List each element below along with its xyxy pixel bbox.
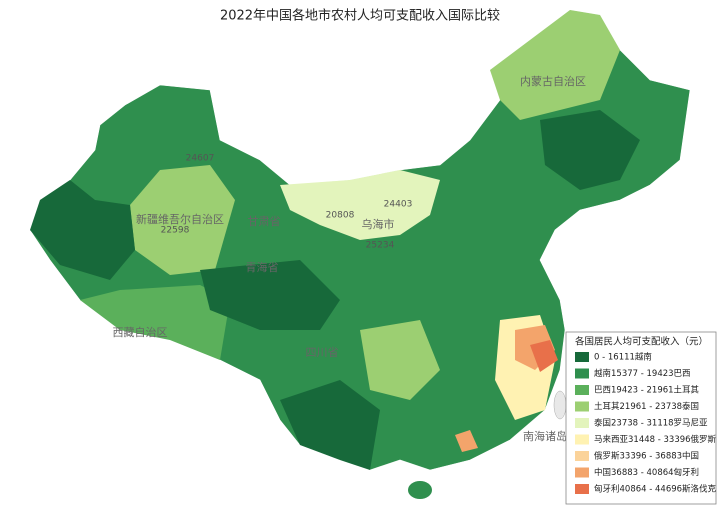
region-label: 22598 [161,226,190,236]
legend-label: 匈牙利40864 - 44696斯洛伐克 [594,484,717,495]
region-label: 甘肃省 [248,215,281,228]
legend-swatch [575,352,589,362]
region-shape [455,430,478,452]
legend-label: 巴西19423 - 21961土耳其 [594,385,700,396]
region-shape [530,340,558,372]
region-shape [490,10,620,120]
region-label: 24607 [186,154,215,164]
region-label: 四川省 [306,346,339,359]
region-shape [360,320,440,400]
legend-label: 0 - 16111越南 [594,352,652,363]
region-label: 乌海市 [362,217,395,231]
region-label: 24403 [384,200,413,210]
region-label: 内蒙古自治区 [520,74,586,88]
legend-label: 俄罗斯33396 - 36883中国 [594,451,699,462]
legend-swatch [575,368,589,379]
region-label: 南海诸岛 [523,429,567,443]
map-shapes [29,9,691,499]
legend-swatch [575,467,589,478]
legend-label: 中国36883 - 40864匈牙利 [594,467,699,478]
region-label: 新疆维吾尔自治区 [136,212,224,226]
region-shape [540,110,640,190]
region-shape [200,260,340,330]
legend-swatch [575,401,589,412]
region-shape [30,180,135,280]
region-shape [280,380,380,470]
region-shape [280,170,440,240]
title: 2022年中国各地市农村人均可支配收入国际比较 [220,8,500,24]
legend-swatch [575,418,589,428]
legend-swatch [575,484,589,494]
legend-swatch [575,451,589,461]
legend-label: 泰国23738 - 31118罗马尼亚 [594,418,708,429]
region-label: 青海省 [246,260,279,274]
region-shape [130,165,235,275]
legend-title: 各国居民人均可支配收入（元） [575,336,708,348]
taiwan [553,390,567,420]
legend-swatch [575,385,589,395]
legend-label: 越南15377 - 19423巴西 [594,368,691,379]
legend-swatch [575,434,589,445]
legend-box [565,331,717,505]
region-label: 20808 [326,211,355,221]
region-shape [80,285,230,360]
legend-label: 马来西亚31448 - 33396俄罗斯 [594,434,717,445]
region-label: 西藏自治区 [113,325,168,339]
hainan [408,481,432,499]
region-label: 25234 [366,241,395,251]
legend-label: 土耳其21961 - 23738泰国 [594,401,699,412]
